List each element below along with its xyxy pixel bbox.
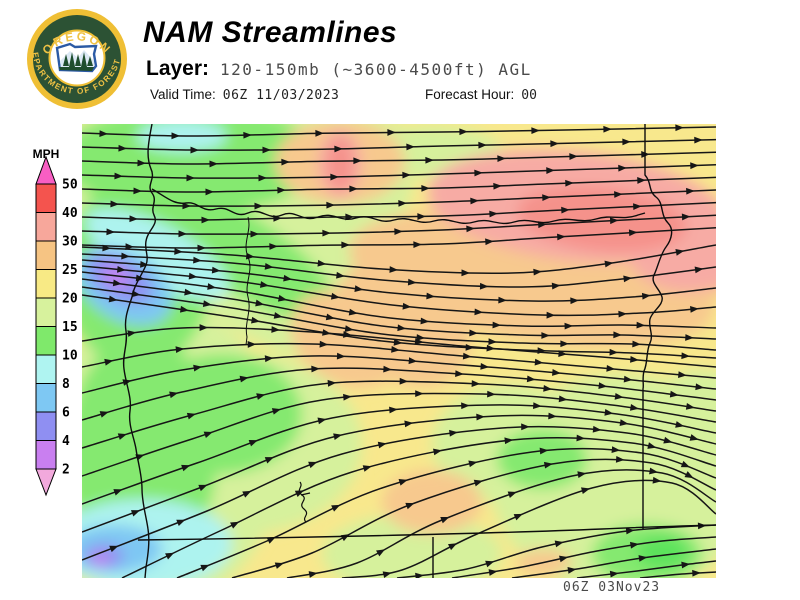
streamline [396, 524, 716, 578]
legend-color-band [35, 411, 57, 441]
odf-logo: OREGON DEPARTMENT OF FORESTRY [26, 8, 127, 109]
legend-tick-label: 50 [62, 178, 78, 193]
streamline-arrowheads [99, 124, 707, 578]
snake-river-border [642, 124, 673, 529]
legend-color-band [35, 183, 57, 213]
legend-tick-label: 30 [62, 235, 78, 250]
legend-color-band [35, 354, 57, 384]
geo-borders [122, 124, 716, 578]
streamline [176, 447, 716, 578]
legend-tick-label: 20 [62, 292, 78, 307]
wind-speed-legend: MPH 50 40 30 25 20 15 10 8 6 4 2 [33, 147, 78, 497]
page-title: NAM Streamlines [143, 16, 398, 49]
legend-top-arrow [35, 155, 57, 185]
legend-unit-label: MPH [33, 147, 60, 161]
legend-color-band [35, 326, 57, 356]
streamline [82, 425, 716, 561]
valid-time-row: Valid Time: 06Z 11/03/2023 [150, 87, 339, 103]
wind-speed-fill-blobs [82, 124, 716, 578]
streamline [341, 479, 716, 578]
coastline [122, 124, 157, 578]
legend-color-band [35, 383, 57, 413]
willamette-river [245, 216, 251, 346]
streamline [82, 392, 716, 477]
legend-color-band [35, 297, 57, 327]
legend-tick-label: 8 [62, 377, 70, 392]
streamline [511, 548, 716, 578]
forecast-hour-row: Forecast Hour: 00 [425, 87, 537, 103]
columbia-river [151, 188, 646, 225]
legend-tick-label: 6 [62, 406, 70, 421]
valid-time-value: 06Z 11/03/2023 [222, 88, 340, 103]
streamline [82, 244, 716, 275]
southern-border [137, 524, 716, 541]
legend-color-band [35, 212, 57, 242]
streamline [576, 560, 716, 578]
forecast-hour-label: Forecast Hour: [425, 87, 515, 102]
streamline [121, 436, 716, 578]
klamath-lake [298, 481, 311, 523]
legend-tick-label: 2 [62, 463, 70, 478]
layer-row: Layer: 120-150mb (~3600-4500ft) AGL [146, 57, 532, 81]
streamline [82, 355, 716, 394]
legend-bottom-arrow [35, 468, 57, 497]
forecast-hour-value: 00 [521, 88, 537, 103]
logo-oregon-emblem [55, 42, 98, 73]
legend-tick-label: 10 [62, 349, 78, 364]
legend-color-band [35, 440, 57, 470]
streamline [286, 469, 716, 578]
streamline [82, 151, 716, 165]
streamline [82, 201, 716, 221]
legend-tick-label: 40 [62, 206, 78, 221]
streamline [82, 227, 716, 249]
streamline [82, 278, 716, 340]
model-run-stamp: 06Z 03Nov23 [563, 580, 661, 595]
legend-tick-label: 15 [62, 320, 78, 335]
streamline [639, 571, 716, 578]
layer-value: 120-150mb (~3600-4500ft) AGL [220, 60, 532, 79]
streamline [82, 265, 716, 317]
legend-color-band [35, 269, 57, 299]
legend-color-band [35, 240, 57, 270]
legend-tick-label: 4 [62, 434, 70, 449]
layer-label: Layer: [146, 57, 210, 80]
streamline [82, 138, 716, 151]
streamline-map [82, 124, 716, 578]
streamline [82, 164, 716, 179]
streamline [82, 326, 716, 368]
valid-time-label: Valid Time: [150, 87, 216, 102]
streamline [82, 294, 716, 359]
legend-tick-label: 25 [62, 263, 78, 278]
streamline [82, 176, 716, 193]
